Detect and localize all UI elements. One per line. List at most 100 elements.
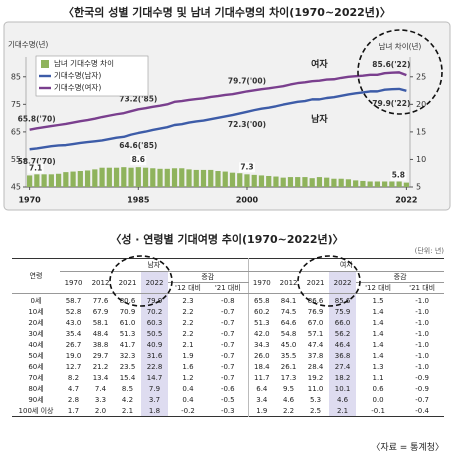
table-cell: 0.6	[372, 384, 384, 393]
row-header: 70세	[28, 373, 44, 382]
table-cell: 19.0	[65, 351, 82, 360]
table-cell: 66.0	[329, 317, 357, 328]
table-cell: 38.8	[92, 340, 109, 349]
group-header: 여자	[247, 258, 445, 272]
table-row: 20세 43.0 58.1 61.0 60.3 2.2 -0.7 51.3 64.6 67.0 66…	[12, 317, 444, 328]
table-cell: -0.2	[181, 406, 195, 415]
table-cell: 2.2	[182, 329, 194, 338]
data-label: 5.8	[392, 171, 405, 180]
bar	[266, 175, 272, 187]
table-cell: 15.4	[119, 373, 136, 382]
table-cell: 8.5	[121, 384, 134, 393]
table-row: 90세 2.8 3.3 4.2 3.7 0.4 -0.5 3.4 4.6 5.3 4.6 0.0 -0.…	[12, 394, 444, 405]
table-cell: 3.3	[94, 395, 107, 404]
table-cell: 2.2	[182, 307, 194, 316]
table-cell: 11.0	[307, 384, 324, 393]
bar	[164, 168, 170, 187]
bar	[55, 173, 62, 187]
table-cell: 4.6	[329, 394, 357, 405]
change-col-header: '12 대비	[356, 282, 401, 294]
table-cell: 64.6	[280, 318, 297, 327]
table-cell: -1.0	[415, 340, 429, 349]
bar	[273, 176, 279, 187]
table-cell: 52.8	[65, 307, 82, 316]
table-cell: -1.0	[415, 296, 429, 305]
table-cell: 6.4	[247, 383, 276, 394]
row-header: 10세	[28, 307, 44, 316]
table-cell: -0.7	[220, 307, 235, 316]
table-cell: -1.0	[415, 318, 429, 327]
row-header: 0세	[30, 296, 42, 305]
source: 〈자료 = 통계청〉	[371, 443, 444, 453]
chart-title: 〈한국의 성별 기대수명 및 남녀 기대수명의 차이(1970~2022년)〉	[63, 6, 391, 19]
bar	[179, 168, 185, 187]
table-cell: 22.8	[141, 361, 168, 372]
table-cell: 37.8	[307, 351, 324, 360]
bar	[27, 175, 33, 187]
table-cell: 67.9	[92, 307, 109, 316]
bar	[338, 178, 344, 187]
x-tick-label: 1985	[127, 196, 150, 205]
table-cell: 35.4	[65, 329, 82, 338]
bar	[287, 177, 294, 187]
table-cell: -0.7	[220, 351, 235, 360]
label-box	[238, 162, 255, 173]
table-cell: 1.6	[182, 362, 194, 371]
bar	[244, 174, 250, 187]
legend-label: 남녀 기대수명 차이	[54, 58, 114, 68]
table-cell: 2.8	[67, 395, 80, 404]
y-tick-label: 55	[11, 155, 21, 164]
table-cell: 1.8	[141, 405, 168, 417]
table-cell: 48.4	[92, 329, 109, 338]
table-cell: 57.1	[307, 329, 324, 338]
table-cell: 58.7	[65, 296, 82, 305]
table-cell: 36.8	[329, 350, 357, 361]
bar	[215, 171, 221, 187]
legend-label: 기대수명(남자)	[54, 70, 101, 80]
bar	[360, 180, 366, 187]
table-cell: 1.9	[247, 405, 276, 417]
table-cell: 2.0	[94, 406, 107, 415]
bar	[208, 169, 214, 187]
table-cell: -0.7	[415, 395, 429, 404]
data-label: 85.6('22)	[372, 60, 410, 69]
corner-header: 연령	[12, 258, 60, 294]
table-cell: 86.6	[307, 296, 324, 305]
year-header: 2021	[302, 271, 330, 294]
table-cell: 85.6	[329, 293, 357, 306]
row-header: 40세	[28, 340, 44, 349]
bar	[353, 180, 359, 187]
year-header: 1970	[247, 271, 276, 294]
table-cell: 2.2	[182, 318, 194, 327]
group-header: 남자	[60, 258, 249, 272]
y2-tick-label: 15	[416, 127, 426, 136]
table-cell: 12.7	[65, 362, 82, 371]
table-cell: 75.9	[329, 306, 357, 317]
table-cell: 2.1	[182, 340, 194, 349]
table-cell: 1.4	[372, 329, 384, 338]
table-cell: 26.0	[247, 350, 276, 361]
year-header: 2022	[141, 271, 168, 294]
table-cell: 4.6	[283, 395, 295, 404]
year-header: 2012	[87, 271, 114, 294]
table-cell: 31.6	[141, 350, 168, 361]
table-cell: 61.0	[119, 318, 136, 327]
table-cell: 32.3	[119, 351, 136, 360]
bar	[251, 174, 257, 187]
bar	[222, 171, 228, 187]
bar	[237, 173, 243, 187]
table-cell: 1.4	[372, 307, 384, 316]
table-cell: -0.5	[220, 395, 235, 404]
data-label: 79.7('00)	[228, 76, 266, 85]
change-col-header: '21 대비	[400, 282, 445, 294]
row-header: 80세	[28, 384, 44, 393]
table-cell: -0.4	[415, 406, 429, 415]
table-cell: 18.2	[329, 372, 357, 383]
change-header: 증감	[168, 271, 249, 283]
bar	[309, 178, 315, 187]
table-row: 70세 8.2 13.4 15.4 14.7 1.2 -0.7 11.7 17.3 19.2 18.…	[12, 372, 444, 383]
table-cell: -0.7	[220, 318, 235, 327]
table-cell: 2.5	[310, 406, 322, 415]
bar	[106, 167, 112, 187]
series-tag: 남자	[311, 113, 328, 125]
